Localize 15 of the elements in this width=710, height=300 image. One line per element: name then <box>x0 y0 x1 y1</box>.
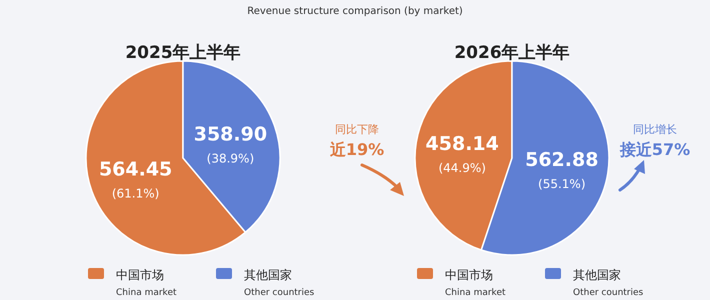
legend-label: 中国市场 China market <box>445 268 506 298</box>
legend-label: 其他国家 Other countries <box>244 268 315 298</box>
data-label: 564.45 (61.1%) <box>98 158 172 200</box>
chart-title: 2026年上半年 <box>454 43 570 63</box>
data-label: 358.90 (38.9%) <box>194 124 268 166</box>
text: Revenue structure comparison (by market) <box>247 6 463 17</box>
chart-title: 2025年上半年 <box>125 43 241 63</box>
text: 同比增长 <box>633 123 677 136</box>
text: 同比下降 <box>335 123 379 136</box>
data-label: 562.88 (55.1%) <box>525 149 598 192</box>
data-label: 458.14 (44.9%) <box>426 132 499 175</box>
text: 接近57% <box>618 140 690 159</box>
legend-label: 其他国家 Other countries <box>573 268 644 298</box>
legend-label: 中国市场 China market <box>116 268 177 298</box>
text: 近19% <box>328 140 384 159</box>
